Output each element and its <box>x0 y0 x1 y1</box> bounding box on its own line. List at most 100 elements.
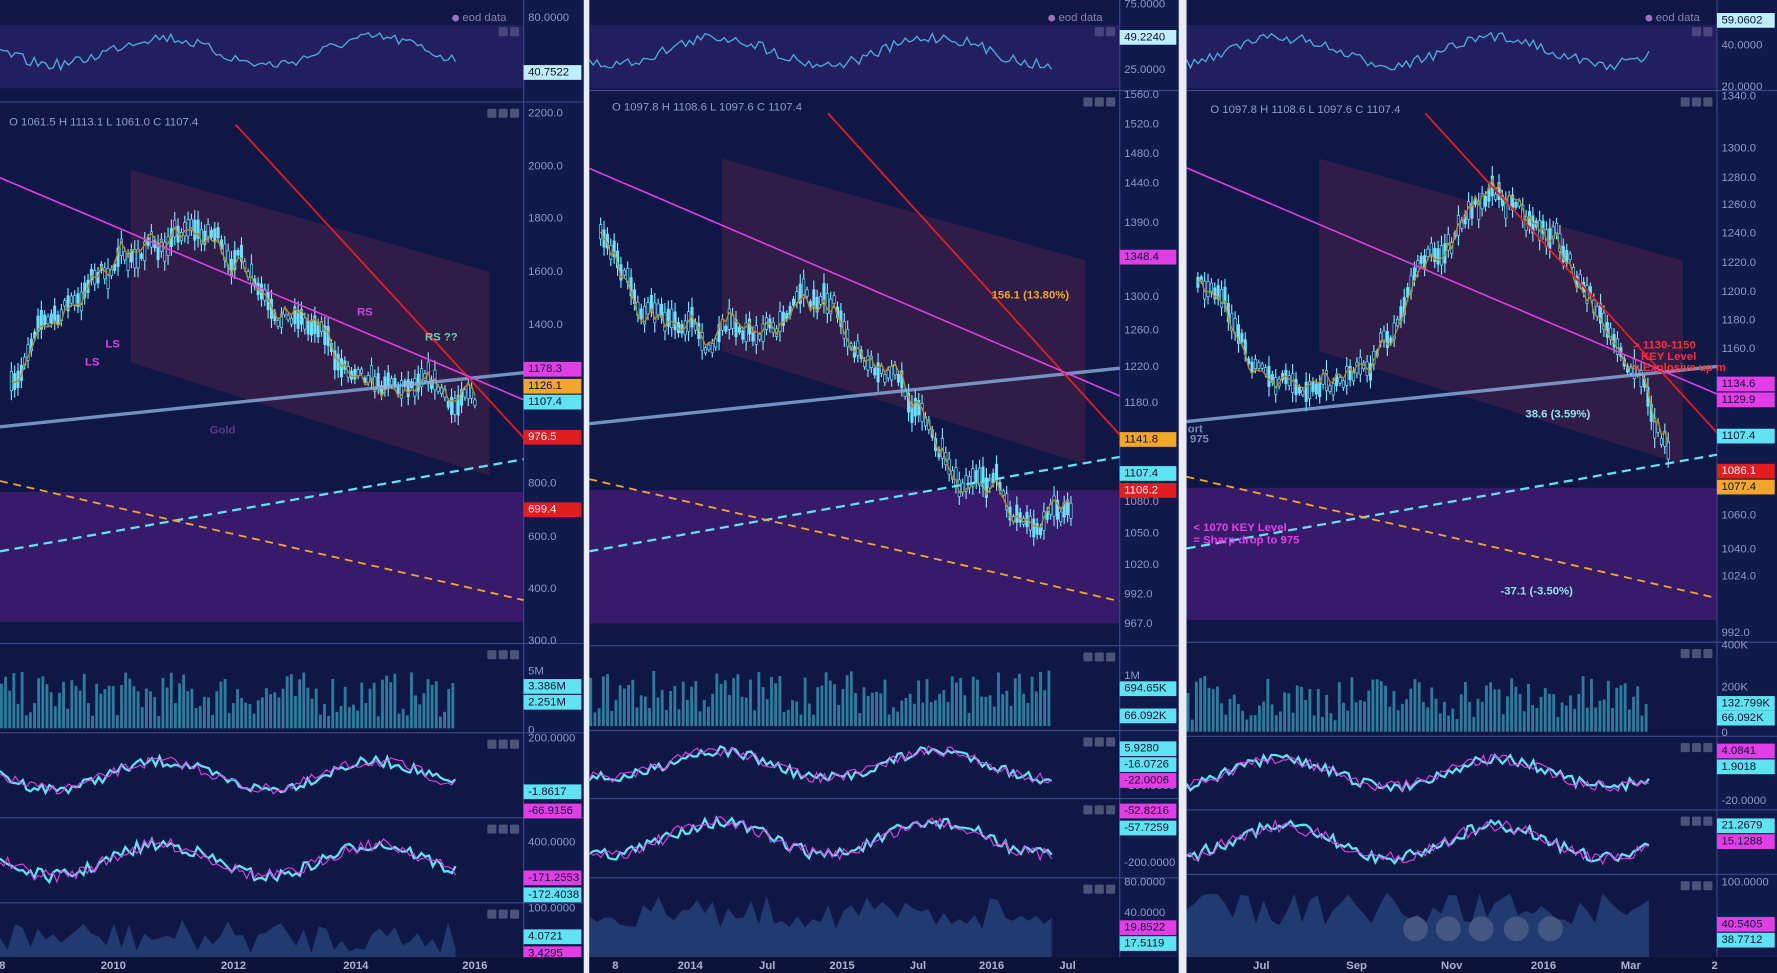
volume-bar <box>331 678 335 729</box>
volume-bar <box>132 686 136 729</box>
price-badge <box>523 694 582 710</box>
candle-body <box>883 374 887 383</box>
axis-label: 1050.0 <box>1124 528 1159 540</box>
pane-button[interactable] <box>487 739 497 749</box>
pane-button[interactable] <box>1094 97 1104 107</box>
price-badge <box>1716 916 1775 932</box>
axis-label: 1M <box>1124 670 1140 682</box>
pane-button[interactable] <box>487 824 497 834</box>
volume-bar <box>1522 711 1526 732</box>
pane-button[interactable] <box>1083 737 1093 747</box>
pane-button[interactable] <box>1703 816 1713 826</box>
indicator-line <box>1185 753 1650 793</box>
time-axis-label: 2010 <box>101 960 126 972</box>
pane-button[interactable] <box>1703 27 1713 37</box>
pane-button[interactable] <box>1083 884 1093 894</box>
pane-button[interactable] <box>1106 805 1116 815</box>
pane-button[interactable] <box>1692 743 1702 753</box>
candle-body <box>340 358 344 378</box>
pane-button[interactable] <box>1680 97 1690 107</box>
pane-button[interactable] <box>1083 97 1093 107</box>
axis-label: 1180.0 <box>1721 315 1755 327</box>
volume-bar <box>120 685 123 729</box>
pane-button[interactable] <box>498 739 508 749</box>
pane-button[interactable] <box>487 650 497 660</box>
trend-line <box>827 112 1121 436</box>
pane-button[interactable] <box>1692 97 1702 107</box>
volume-bar <box>364 703 368 729</box>
pane-button[interactable] <box>1094 27 1104 37</box>
pane-button[interactable] <box>1106 737 1116 747</box>
pane-button[interactable] <box>509 27 520 37</box>
eod-dot <box>1048 14 1056 22</box>
volume-bar <box>173 703 177 729</box>
pane-button[interactable] <box>498 650 508 660</box>
pane-button[interactable] <box>1106 27 1116 37</box>
pane-button[interactable] <box>498 27 508 37</box>
volume-bar <box>1426 707 1429 732</box>
volume-bar <box>984 696 988 727</box>
volume-bar <box>1312 715 1316 732</box>
pane-button[interactable] <box>1703 881 1713 891</box>
pane-button[interactable] <box>1083 805 1093 815</box>
volume-bar <box>144 688 148 729</box>
trend-line <box>589 366 1120 426</box>
pane-button[interactable] <box>1692 27 1702 37</box>
volume-bar <box>1493 689 1497 732</box>
price-badge <box>523 394 582 410</box>
pane-button[interactable] <box>1094 652 1104 662</box>
pane-button[interactable] <box>1680 816 1690 826</box>
pane-button[interactable] <box>1703 97 1713 107</box>
nav-button[interactable] <box>1403 916 1428 942</box>
volume-bar <box>1506 696 1509 732</box>
axis-label: 1600.0 <box>528 266 563 278</box>
axis-label: 800.0 <box>528 478 556 490</box>
volume-bar <box>1476 698 1480 732</box>
pane-button[interactable] <box>498 824 508 834</box>
nav-button[interactable] <box>1468 916 1494 942</box>
pane-button[interactable] <box>1703 649 1713 659</box>
pane-button[interactable] <box>1703 743 1713 753</box>
pane-button[interactable] <box>1680 743 1690 753</box>
candle-body <box>1236 324 1241 344</box>
time-axis-bg <box>1186 957 1777 973</box>
nav-button[interactable] <box>1537 916 1563 942</box>
pane-button[interactable] <box>1094 884 1104 894</box>
volume-bar <box>1363 701 1366 732</box>
volume-bar <box>1211 689 1215 732</box>
pane-button[interactable] <box>1083 652 1093 662</box>
indicator-line <box>588 745 1053 784</box>
pane-button[interactable] <box>498 909 508 919</box>
candle-body <box>795 291 799 304</box>
nav-button[interactable] <box>1503 916 1529 942</box>
pane-button[interactable] <box>509 108 520 118</box>
pane-button[interactable] <box>1106 97 1116 107</box>
pane-button[interactable] <box>1106 884 1116 894</box>
pane-button[interactable] <box>509 739 520 749</box>
pane-button[interactable] <box>487 108 497 118</box>
pane-button[interactable] <box>509 824 520 834</box>
volume-bar <box>368 688 372 729</box>
pane-button[interactable] <box>509 909 520 919</box>
price-badge-label: 132.799K <box>1721 697 1770 709</box>
pane-button[interactable] <box>1094 737 1104 747</box>
volume-bar <box>887 714 891 727</box>
candle-body <box>744 322 748 342</box>
pane-button[interactable] <box>487 909 497 919</box>
volume-bar <box>314 688 318 729</box>
price-badge <box>1119 681 1177 697</box>
candle-body <box>778 311 782 333</box>
pane-button[interactable] <box>509 650 520 660</box>
pane-button[interactable] <box>1680 649 1690 659</box>
volume-bar <box>1627 709 1631 732</box>
nav-button[interactable] <box>1435 916 1461 942</box>
pane-button[interactable] <box>1680 881 1690 891</box>
price-badge <box>1716 818 1775 834</box>
pane-button[interactable] <box>1692 816 1702 826</box>
pane-button[interactable] <box>1094 805 1104 815</box>
pane-button[interactable] <box>1106 652 1116 662</box>
pane-button[interactable] <box>1692 881 1702 891</box>
pane-button[interactable] <box>1692 649 1702 659</box>
candle-body <box>1494 193 1498 200</box>
pane-button[interactable] <box>498 108 508 118</box>
